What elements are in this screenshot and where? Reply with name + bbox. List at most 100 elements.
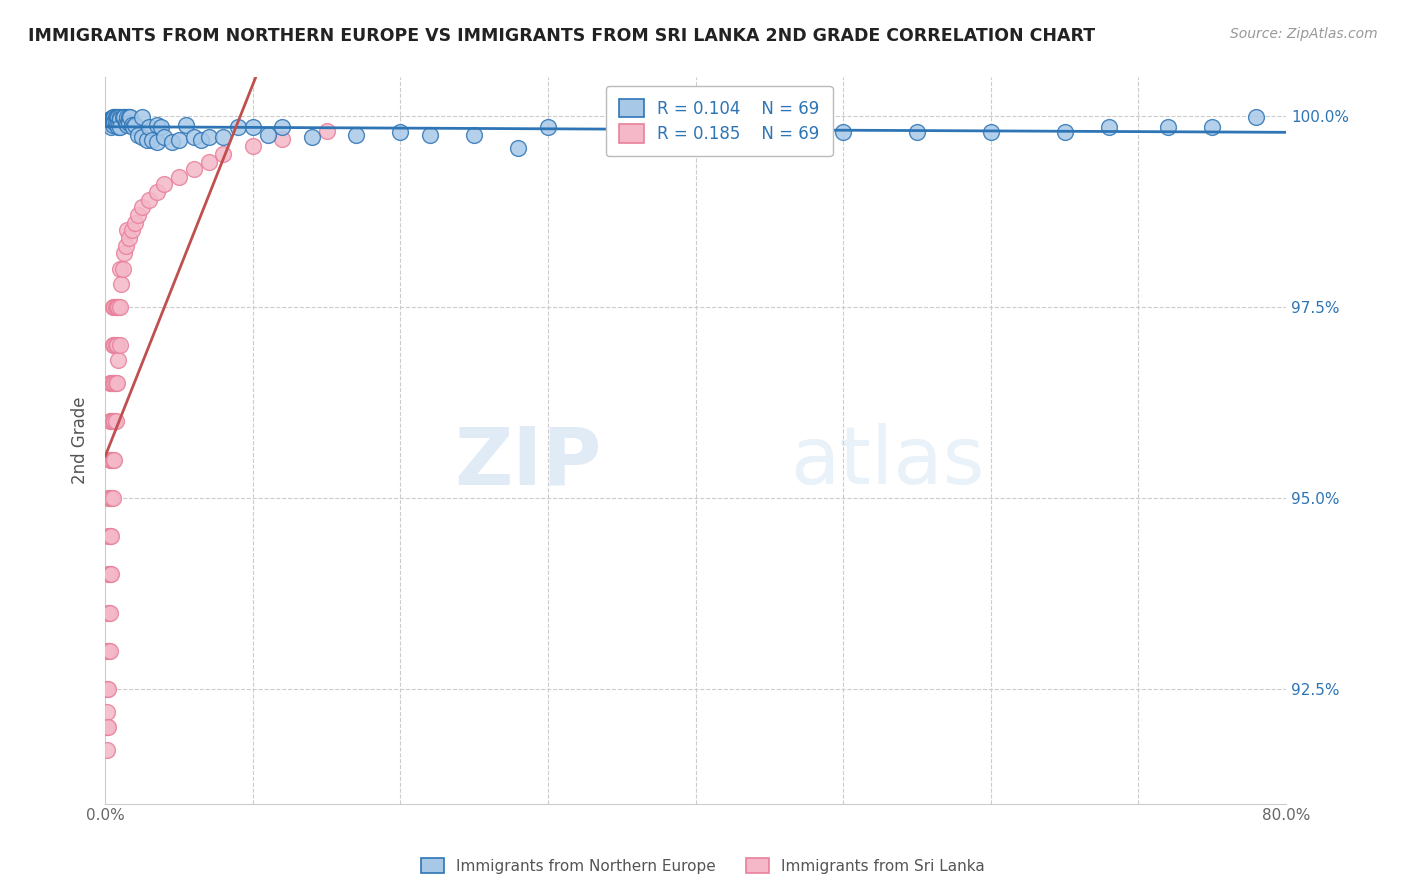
Point <box>100 120 122 135</box>
Point <box>301 130 323 145</box>
Point <box>146 185 169 199</box>
Point <box>980 126 1002 140</box>
Text: ZIP: ZIP <box>454 424 602 501</box>
Point <box>101 452 124 467</box>
Point <box>98 452 121 467</box>
Point <box>121 223 143 237</box>
Point <box>758 126 780 140</box>
Point <box>121 118 143 132</box>
Point <box>108 110 131 124</box>
Point <box>97 491 120 505</box>
Point <box>111 261 134 276</box>
Point <box>271 120 294 135</box>
Point <box>115 116 138 130</box>
Point <box>1053 126 1076 140</box>
Point <box>103 452 125 467</box>
Point <box>1201 120 1223 135</box>
Point <box>100 491 122 505</box>
Point <box>108 120 131 135</box>
Point <box>176 118 198 132</box>
Point <box>138 193 160 207</box>
Point <box>271 131 294 145</box>
Point <box>103 376 125 391</box>
Point <box>105 118 128 132</box>
Point <box>1246 110 1268 124</box>
Point <box>101 118 124 132</box>
Point <box>226 120 249 135</box>
Point <box>124 118 146 132</box>
Point <box>150 120 173 135</box>
Point <box>117 110 139 124</box>
Point <box>97 529 120 543</box>
Point <box>100 376 122 391</box>
Point <box>120 110 142 124</box>
Point <box>905 126 928 140</box>
Point <box>183 162 205 177</box>
Point <box>101 115 124 129</box>
Point <box>118 231 141 245</box>
Legend: R = 0.104    N = 69, R = 0.185    N = 69: R = 0.104 N = 69, R = 0.185 N = 69 <box>606 86 832 156</box>
Point <box>107 120 129 135</box>
Point <box>101 491 124 505</box>
Point <box>98 414 121 428</box>
Point <box>118 110 141 124</box>
Point <box>101 376 124 391</box>
Point <box>110 277 132 291</box>
Point <box>108 112 131 127</box>
Point <box>97 681 120 696</box>
Point <box>167 169 190 184</box>
Point <box>101 414 124 428</box>
Text: atlas: atlas <box>790 424 984 501</box>
Point <box>111 110 134 124</box>
Point <box>127 128 149 142</box>
Point <box>127 208 149 222</box>
Point <box>112 110 135 124</box>
Point <box>104 338 127 352</box>
Point <box>610 126 633 140</box>
Point <box>153 130 176 145</box>
Point <box>100 112 122 127</box>
Point <box>122 120 145 135</box>
Point <box>97 606 120 620</box>
Point <box>131 130 153 145</box>
Point <box>98 112 121 127</box>
Point <box>97 116 120 130</box>
Text: Source: ZipAtlas.com: Source: ZipAtlas.com <box>1230 27 1378 41</box>
Point <box>197 154 219 169</box>
Legend: Immigrants from Northern Europe, Immigrants from Sri Lanka: Immigrants from Northern Europe, Immigra… <box>415 852 991 880</box>
Point <box>160 136 183 150</box>
Point <box>832 126 855 140</box>
Point <box>101 338 124 352</box>
Point <box>105 300 128 314</box>
Point <box>104 300 127 314</box>
Point <box>344 128 367 142</box>
Point <box>389 126 412 140</box>
Point <box>101 112 124 127</box>
Point <box>685 120 707 135</box>
Point <box>117 118 139 132</box>
Point <box>105 110 128 124</box>
Point <box>153 178 176 192</box>
Point <box>141 133 163 147</box>
Point <box>105 376 128 391</box>
Point <box>212 130 235 145</box>
Point <box>98 529 121 543</box>
Point <box>98 376 121 391</box>
Point <box>103 300 125 314</box>
Point <box>107 353 129 368</box>
Point <box>135 133 157 147</box>
Point <box>256 128 278 142</box>
Point <box>96 681 118 696</box>
Point <box>98 491 121 505</box>
Point <box>104 110 127 124</box>
Point <box>117 223 139 237</box>
Point <box>103 338 125 352</box>
Point <box>190 133 212 147</box>
Y-axis label: 2nd Grade: 2nd Grade <box>72 397 89 484</box>
Point <box>103 110 125 124</box>
Point <box>146 118 169 132</box>
Point <box>108 300 131 314</box>
Point <box>104 116 127 130</box>
Point <box>108 338 131 352</box>
Point <box>97 644 120 658</box>
